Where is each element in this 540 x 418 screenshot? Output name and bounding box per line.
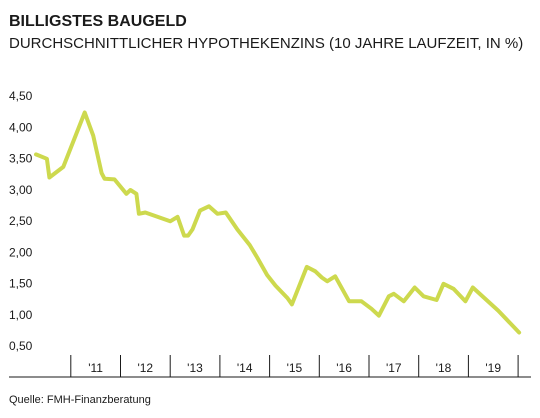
x-tick-label: '15 bbox=[287, 361, 303, 375]
y-tick-label: 2,00 bbox=[9, 245, 33, 259]
y-tick-label: 4,50 bbox=[9, 89, 33, 103]
x-tick-label: '17 bbox=[386, 361, 402, 375]
x-tick-label: '11 bbox=[88, 361, 103, 375]
y-tick-label: 4,00 bbox=[9, 120, 33, 134]
plot-area bbox=[34, 110, 522, 335]
y-tick-label: 3,50 bbox=[9, 152, 33, 166]
y-tick-label: 3,00 bbox=[9, 183, 33, 197]
y-tick-label: 0,50 bbox=[9, 339, 33, 353]
chart-title: BILLIGSTES BAUGELD bbox=[9, 13, 187, 30]
y-axis-tick-labels: 0,50 1,00 1,50 2,00 2,50 3,00 3,50 4,00 4,50 bbox=[9, 89, 33, 353]
x-tick-label: '13 bbox=[187, 361, 203, 375]
x-tick-label: '14 bbox=[237, 361, 253, 375]
series-line bbox=[34, 110, 522, 335]
y-tick-label: 1,00 bbox=[9, 308, 33, 322]
y-tick-label: 1,50 bbox=[9, 277, 33, 291]
x-axis-year-separators bbox=[70, 355, 519, 377]
x-tick-label: '18 bbox=[436, 361, 452, 375]
source-note: Quelle: FMH-Finanzberatung bbox=[9, 394, 151, 406]
chart-subtitle: DURCHSCHNITTLICHER HYPOTHEKENZINS (10 JA… bbox=[9, 35, 523, 52]
x-axis-tick-labels: '11 '12 '13 '14 '15 '16 '17 '18 '19 bbox=[88, 361, 501, 375]
y-tick-label: 2,50 bbox=[9, 214, 33, 228]
x-tick-label: '16 bbox=[336, 361, 352, 375]
x-tick-label: '12 bbox=[137, 361, 153, 375]
x-tick-label: '19 bbox=[485, 361, 501, 375]
